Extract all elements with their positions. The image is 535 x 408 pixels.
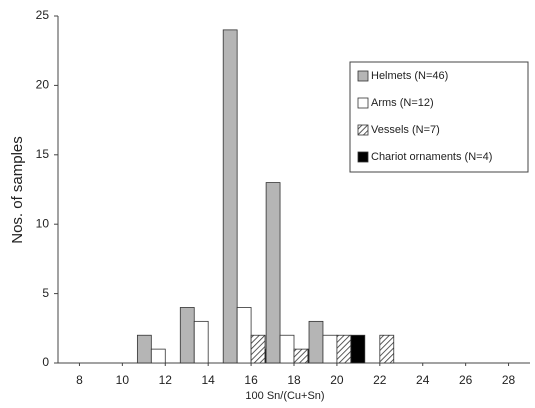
bar	[336, 334, 352, 364]
bar	[322, 334, 338, 364]
legend-swatch	[357, 70, 369, 82]
legend-label: Helmets (N=46)	[371, 70, 448, 82]
x-tick-label: 14	[202, 373, 216, 387]
y-tick-label: 15	[36, 147, 50, 161]
x-tick-label: 26	[459, 373, 473, 387]
x-tick-label: 12	[159, 373, 173, 387]
x-tick-label: 20	[330, 373, 344, 387]
bar	[236, 307, 252, 364]
bar	[136, 334, 152, 364]
legend-swatch	[357, 151, 369, 163]
legend-label: Arms (N=12)	[371, 97, 434, 109]
bar	[179, 307, 195, 364]
x-tick-label: 24	[416, 373, 430, 387]
legend-label: Chariot ornaments (N=4)	[371, 151, 492, 163]
bar	[265, 182, 281, 364]
bar	[279, 334, 295, 364]
x-axis-label: 100 Sn/(Cu+Sn)	[245, 390, 324, 402]
y-tick-label: 20	[36, 78, 50, 92]
legend-swatch	[357, 124, 369, 136]
bar	[193, 320, 209, 364]
legend: Helmets (N=46) Arms (N=12) Vessels (N=7) Ch…	[349, 61, 529, 173]
bar	[379, 334, 395, 364]
bar	[308, 320, 324, 364]
y-axis-label: Nos. of samples	[9, 136, 26, 244]
bar	[150, 348, 166, 364]
x-tick-label: 28	[502, 373, 516, 387]
y-tick-label: 0	[42, 355, 49, 369]
bar	[222, 29, 238, 364]
x-tick-label: 8	[76, 373, 83, 387]
x-tick-label: 18	[287, 373, 301, 387]
x-tick-label: 22	[373, 373, 387, 387]
y-tick-label: 10	[36, 216, 50, 230]
bar	[250, 334, 266, 364]
legend-box	[349, 61, 529, 173]
legend-label: Vessels (N=7)	[371, 124, 440, 136]
legend-swatch	[357, 97, 369, 109]
x-tick-label: 10	[116, 373, 130, 387]
bar	[350, 334, 366, 364]
y-tick-label: 5	[42, 286, 49, 300]
bar	[293, 348, 309, 364]
x-tick-label: 16	[244, 373, 258, 387]
y-tick-label: 25	[36, 8, 50, 22]
